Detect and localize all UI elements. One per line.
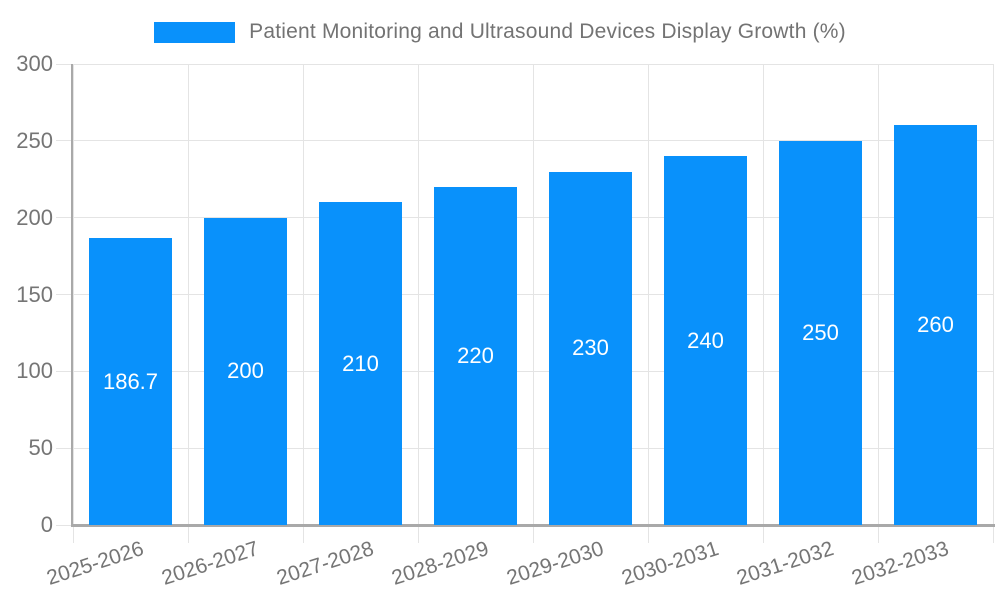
bar-value-label: 260: [917, 312, 954, 338]
bar: [664, 156, 747, 525]
y-tick-label: 50: [28, 435, 53, 461]
bar-value-label: 250: [802, 319, 839, 345]
bar-value-label: 186.7: [102, 368, 159, 394]
x-gridline: [417, 64, 419, 543]
chart-legend[interactable]: Patient Monitoring and Ultrasound Device…: [0, 14, 1000, 50]
bar-value-label: 200: [227, 358, 264, 384]
x-gridline: [72, 64, 74, 543]
y-tick-label: 100: [16, 358, 53, 384]
x-gridline: [302, 64, 304, 543]
x-axis-line: [71, 524, 995, 527]
x-gridline: [877, 64, 879, 543]
bar-value-label: 220: [457, 342, 494, 368]
y-tick-label: 0: [40, 512, 53, 537]
x-gridline: [187, 64, 189, 543]
x-tick-label: 2025-2026: [43, 537, 147, 590]
y-tick-label: 200: [16, 204, 53, 230]
x-gridline: [992, 64, 994, 543]
y-gridline: [56, 140, 993, 142]
y-axis-line: [71, 64, 73, 525]
y-gridline: [56, 217, 993, 219]
x-tick-label: 2027-2028: [273, 537, 377, 590]
x-tick-label: 2031-2032: [733, 537, 837, 590]
y-tick-label: 250: [16, 127, 53, 153]
bar-value-label: 210: [342, 350, 379, 376]
x-gridline: [532, 64, 534, 543]
x-tick-label: 2029-2030: [503, 537, 607, 590]
x-tick-label: 2028-2029: [388, 537, 492, 590]
bar: [319, 202, 402, 525]
bar: [204, 217, 287, 525]
bar: [779, 140, 862, 525]
bar: [434, 186, 517, 525]
y-tick-label: 150: [16, 281, 53, 307]
legend-swatch: [154, 21, 236, 43]
bar-value-label: 240: [687, 327, 724, 353]
x-gridline: [762, 64, 764, 543]
x-gridline: [647, 64, 649, 543]
legend-label: Patient Monitoring and Ultrasound Device…: [249, 20, 846, 43]
bar: [549, 171, 632, 525]
y-gridline: [56, 63, 993, 65]
y-gridline: [56, 447, 993, 449]
bar-value-label: 230: [572, 335, 609, 361]
y-tick-label: 300: [16, 51, 53, 76]
x-tick-label: 2032-2033: [848, 537, 952, 590]
y-gridline: [56, 294, 993, 295]
bar: [89, 238, 172, 525]
x-tick-label: 2030-2031: [618, 537, 722, 590]
y-gridline: [56, 370, 993, 372]
bar: [894, 125, 977, 525]
x-tick-label: 2026-2027: [158, 537, 262, 590]
